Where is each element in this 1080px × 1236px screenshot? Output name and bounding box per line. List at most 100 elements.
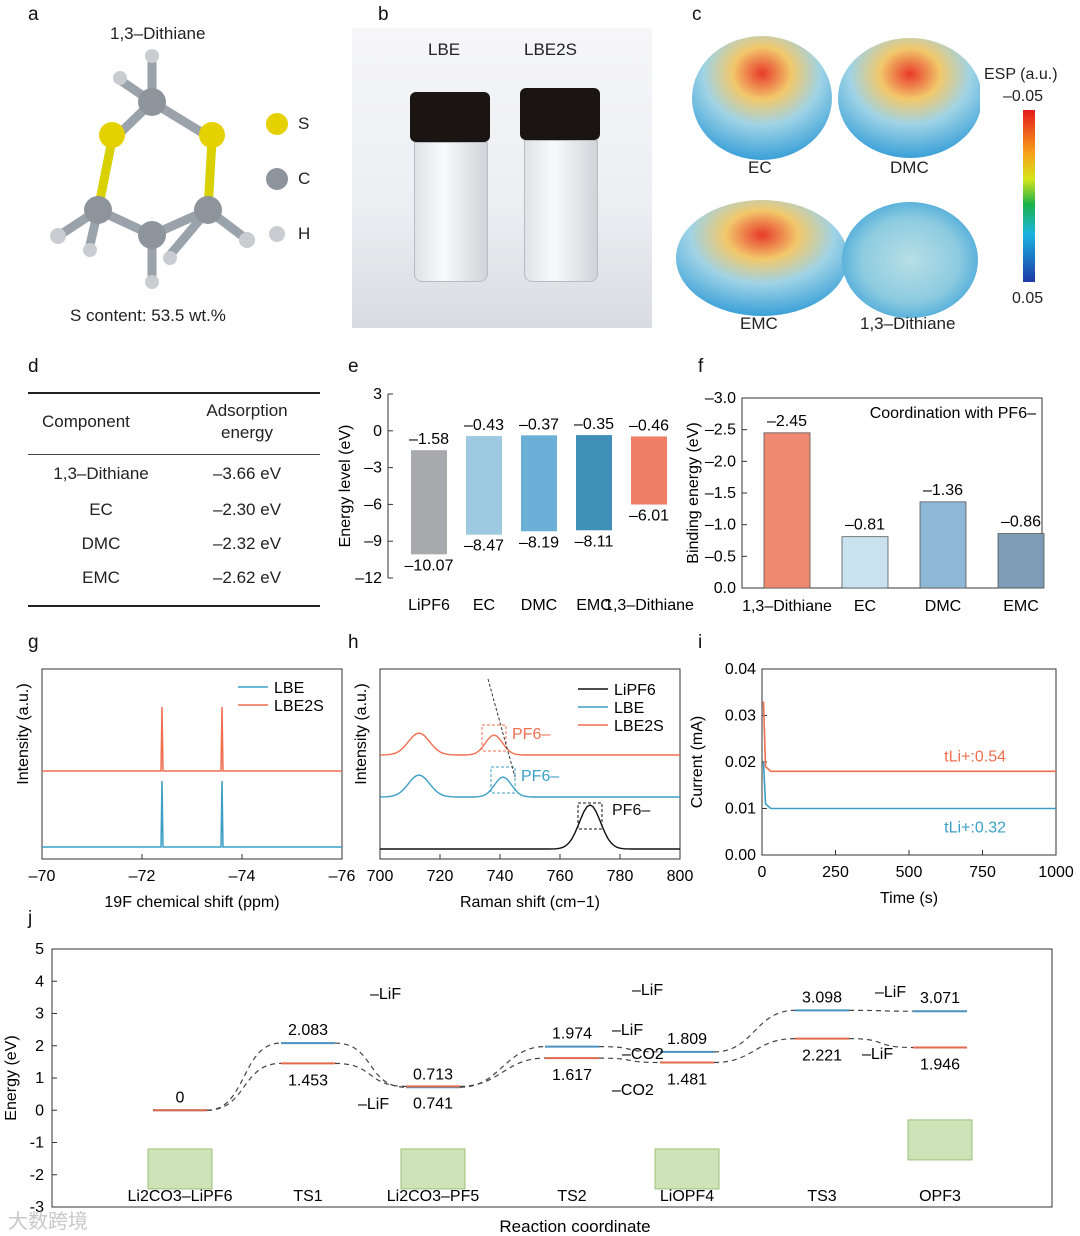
legend-c: C: [298, 169, 311, 188]
colorbar-max: –0.05: [1003, 88, 1044, 105]
table-bottom-rule: [28, 594, 320, 607]
y-tick-label: 0.00: [725, 847, 756, 864]
y-tick-label: –12: [355, 570, 382, 587]
axis-title: Binding energy (eV): [685, 422, 702, 563]
transference-label: tLi+:0.54: [944, 748, 1006, 765]
y-tick-label: 1: [35, 1070, 44, 1087]
y-tick-label: 0: [35, 1102, 44, 1119]
category-label: 1,3–Dithiane: [742, 598, 832, 615]
colorbar-min: 0.05: [1012, 290, 1044, 307]
energy-value: 1.809: [667, 1031, 707, 1048]
vial-label-lbe2s: LBE2S: [524, 40, 577, 59]
step-annotation: –LiF: [862, 1046, 893, 1063]
state-label: Li2CO3–PF5: [387, 1188, 480, 1205]
peak-box: [577, 802, 603, 830]
x-tick-label: 250: [822, 864, 849, 881]
legend-h: H: [298, 224, 311, 243]
bar-value-label: –1.36: [923, 482, 963, 499]
binding-bar: [919, 501, 967, 589]
state-label: TS2: [557, 1188, 586, 1205]
esp-dithiane: [842, 202, 978, 318]
lumo-label: –0.35: [574, 416, 614, 433]
vial-label-lbe: LBE: [428, 40, 461, 59]
homo-label: –10.07: [405, 557, 454, 574]
panel-label-c: c: [692, 4, 702, 25]
lumo-label: –0.37: [519, 416, 559, 433]
shift-guide: [487, 678, 516, 778]
energy-value: 2.221: [802, 1048, 842, 1065]
category-label: EMC: [576, 597, 612, 614]
table-header-row: Component Adsorption energy: [28, 400, 320, 444]
surface-slab: [654, 1148, 720, 1190]
x-tick-label: –74: [229, 868, 256, 885]
panel-label-j: j: [28, 908, 33, 929]
esp-label-ec: EC: [748, 158, 772, 177]
energy-value: 1.946: [920, 1056, 960, 1073]
x-tick-label: 0: [758, 864, 767, 881]
y-tick-label: –3: [364, 460, 382, 477]
state-label: LiOPF4: [660, 1188, 714, 1205]
vial-lbe2s-cap: [520, 88, 600, 140]
adsorption-table: Component Adsorption energy 1,3–Dithiane…: [28, 392, 320, 607]
energy-value: 1.617: [552, 1067, 592, 1084]
y-tick-label: -1: [30, 1135, 44, 1152]
bar-value-label: –0.81: [845, 517, 885, 534]
chart-raman: 700 720 740 760 780 800 Raman shift (cm−1) Inte…: [353, 668, 694, 911]
homo-label: –8.11: [575, 533, 614, 550]
panel-label-b: b: [378, 4, 389, 25]
plot-frame: [41, 668, 343, 860]
esp-label-dmc: DMC: [890, 158, 929, 177]
surface-slab: [907, 1119, 973, 1161]
peak-annotation: PF6–: [512, 726, 550, 743]
chart-reaction-energy: 5 4 3 2 1 0 -1 -2 -3 Energy (eV) Reaction coordina…: [3, 941, 1053, 1235]
row-name: EC: [89, 499, 113, 519]
lumo-label: –0.46: [629, 417, 669, 434]
esp-maps: [676, 36, 980, 318]
vial-lbe-glass: [414, 142, 488, 282]
raman-trace: [379, 774, 680, 798]
axis-title: Energy level (eV): [337, 425, 354, 548]
step-annotation: –LiF: [612, 1022, 643, 1039]
sulfur-legend-dot: [266, 113, 288, 135]
esp-label-emc: EMC: [740, 314, 778, 333]
energy-bar: [576, 435, 612, 531]
legend-label: LBE: [614, 700, 644, 717]
x-tick-label: 780: [607, 868, 634, 885]
category-label: DMC: [925, 598, 961, 615]
y-tick-label: –2.5: [705, 422, 736, 439]
colorbar-title: ESP (a.u.): [984, 66, 1058, 83]
y-tick-label: –1.0: [705, 517, 736, 534]
header-component: Component: [42, 412, 130, 431]
chart-energy-levels: 3 0 –3 –6 –9 –12 Energy level (eV) –1.58 –10.07 L…: [337, 386, 694, 614]
state-label: TS1: [293, 1188, 322, 1205]
category-label: EC: [854, 598, 876, 615]
y-tick-label: 0.03: [725, 708, 756, 725]
vial-lbe-cap: [410, 92, 490, 142]
axis-title: Reaction coordinate: [499, 1217, 650, 1235]
y-tick-label: 0: [373, 423, 382, 440]
row-name: 1,3–Dithiane: [53, 463, 149, 483]
energy-value: 0.741: [413, 1095, 453, 1112]
header-adsorption: Adsorption energy: [206, 401, 288, 442]
state-label: OPF3: [919, 1188, 961, 1205]
x-tick-label: 800: [667, 868, 694, 885]
current-trace: [762, 701, 1056, 773]
y-tick-label: 3: [373, 386, 382, 403]
peak-annotation: PF6–: [521, 768, 559, 785]
vial-lbe: [410, 92, 490, 282]
y-tick-label: 5: [35, 941, 44, 958]
lumo-label: –0.43: [464, 417, 504, 434]
y-tick-label: 0.01: [725, 801, 756, 818]
plot-frame: [379, 668, 681, 860]
peak-box: [481, 724, 507, 752]
y-tick-label: 3: [35, 1006, 44, 1023]
vial-lbe2s-glass: [524, 140, 598, 282]
x-tick-label: 1000: [1038, 864, 1074, 881]
atom-legend: [266, 113, 288, 242]
axis-title: Intensity (a.u.): [353, 683, 370, 784]
carbon-legend-dot: [266, 168, 288, 190]
vial-photo: LBE LBE2S: [352, 28, 652, 328]
watermark: 大数跨境: [8, 1211, 88, 1233]
chart-binding-energy: –3.0 –2.5 –2.0 –1.5 –1.0 –0.5 0.0 Binding energ…: [685, 390, 1045, 615]
s-content-caption: S content: 53.5 wt.%: [70, 306, 226, 325]
